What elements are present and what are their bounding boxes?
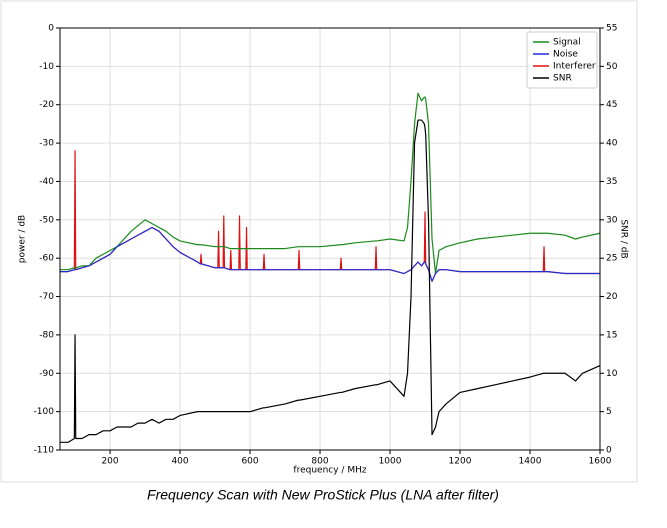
legend-label: Interferer — [553, 62, 596, 72]
x-tick-label: 400 — [171, 457, 188, 467]
x-tick-label: 800 — [311, 457, 328, 467]
series-line — [60, 226, 600, 282]
y-tick-label: -40 — [39, 177, 54, 187]
x-tick-label: 600 — [241, 457, 258, 467]
y-tick-label: -20 — [39, 100, 54, 110]
y-tick-label: 0 — [48, 24, 54, 34]
figure-border — [0, 0, 638, 483]
y2-tick-label: 5 — [606, 407, 612, 417]
y-tick-label: -100 — [34, 407, 55, 417]
plot-frame — [59, 27, 601, 451]
x-tick-label: 1200 — [449, 457, 472, 467]
legend-label: Noise — [553, 50, 578, 60]
y2-axis-label: SNR / dB — [619, 219, 629, 258]
legend-box — [526, 31, 598, 89]
legend-label: Signal — [553, 38, 581, 48]
y-tick-label: -10 — [39, 62, 54, 72]
x-axis-label: frequency / MHz — [293, 466, 366, 476]
y2-tick-label: 15 — [606, 330, 617, 340]
y-tick-label: -60 — [39, 254, 54, 264]
x-tick-label: 200 — [101, 457, 118, 467]
legend-label: SNR — [553, 74, 572, 84]
y2-tick-label: 0 — [606, 446, 612, 456]
y-tick-label: -70 — [39, 292, 54, 302]
y-tick-label: -30 — [39, 139, 54, 149]
y2-tick-label: 20 — [606, 292, 618, 302]
y2-tick-label: 55 — [606, 24, 617, 34]
series-line — [60, 150, 600, 282]
y2-tick-label: 40 — [606, 139, 618, 149]
x-tick-label: 1600 — [589, 457, 612, 467]
y2-tick-label: 25 — [606, 254, 617, 264]
series-line — [60, 119, 601, 443]
y2-tick-label: 30 — [606, 215, 618, 225]
caption: Frequency Scan with New ProStick Plus (L… — [147, 487, 499, 503]
y2-tick-label: 35 — [606, 177, 617, 187]
y-tick-label: -110 — [34, 446, 55, 456]
series-line — [60, 92, 601, 275]
x-tick-label: 1400 — [519, 457, 542, 467]
y-tick-label: -50 — [39, 215, 54, 225]
y-tick-label: -80 — [39, 330, 54, 340]
y2-tick-label: 50 — [606, 62, 618, 72]
y2-tick-label: 45 — [606, 100, 617, 110]
y-tick-label: -90 — [39, 369, 54, 379]
y-axis-label: power / dB — [18, 215, 28, 263]
y2-tick-label: 10 — [606, 369, 618, 379]
x-tick-label: 1000 — [379, 457, 402, 467]
